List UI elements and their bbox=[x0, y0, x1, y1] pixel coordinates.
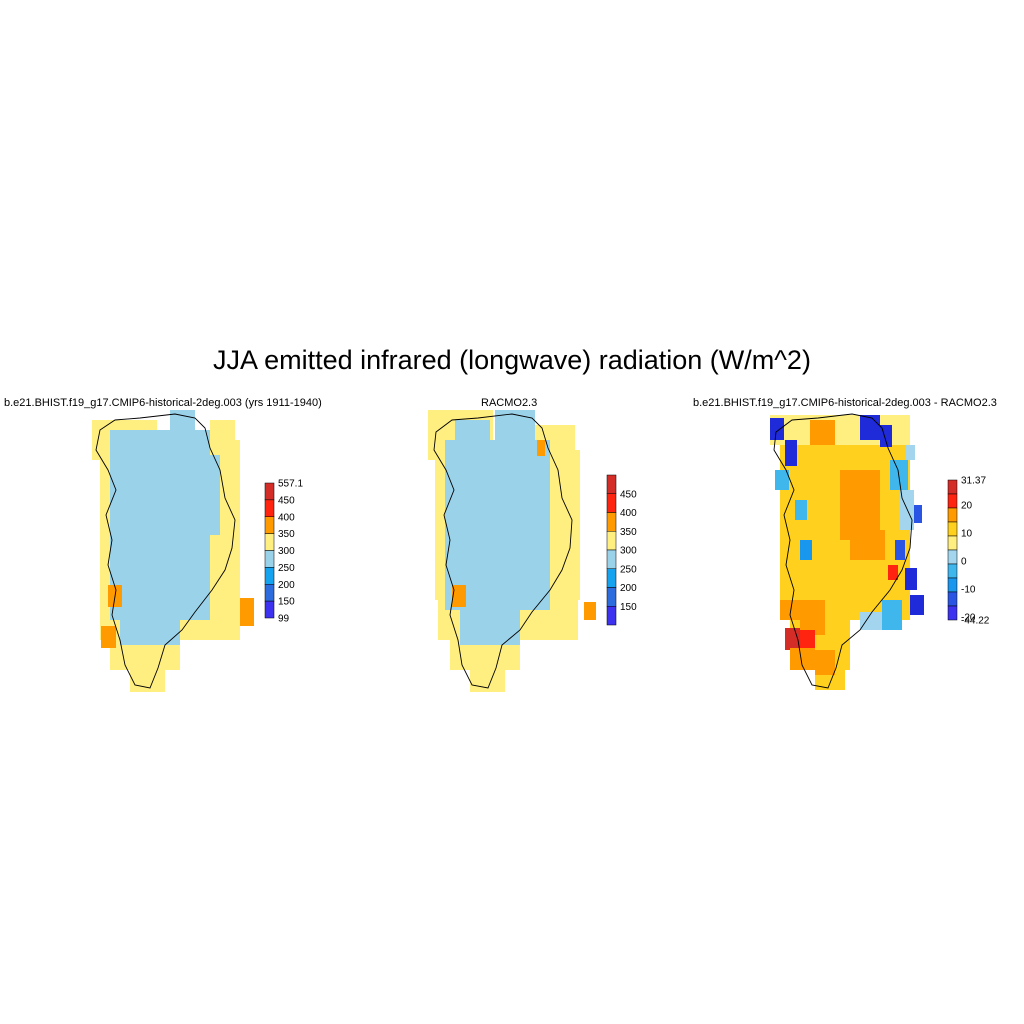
colorbar-label: 200 bbox=[620, 583, 637, 594]
colorbar-box bbox=[606, 531, 617, 551]
colorbar-box bbox=[606, 587, 617, 607]
colorbar-label: 200 bbox=[278, 580, 295, 591]
colorbar-box bbox=[264, 516, 275, 534]
colorbar-label: 300 bbox=[278, 546, 295, 557]
interior-field-model bbox=[110, 410, 220, 645]
panel-title-difference: b.e21.BHIST.f19_g17.CMIP6-historical-2de… bbox=[693, 397, 997, 409]
figure-title: JJA emitted infrared (longwave) radiatio… bbox=[213, 345, 811, 375]
warm-patch-model bbox=[240, 598, 254, 626]
colorbar-box bbox=[947, 605, 958, 621]
colorbar-box bbox=[606, 474, 617, 494]
colorbar-label: 557.1 bbox=[278, 479, 303, 490]
colorbar-label: 450 bbox=[278, 495, 295, 506]
colorbar-label: 20 bbox=[961, 501, 973, 512]
colorbar-box bbox=[264, 567, 275, 585]
map-model bbox=[92, 410, 254, 692]
colorbar-box bbox=[947, 549, 958, 565]
colorbar-box bbox=[606, 568, 617, 588]
colorbar-box bbox=[606, 493, 617, 513]
panel-title-model: b.e21.BHIST.f19_g17.CMIP6-historical-2de… bbox=[4, 397, 322, 409]
colorbar-box bbox=[947, 507, 958, 523]
colorbar-label: 400 bbox=[278, 512, 295, 523]
colorbar-box bbox=[606, 512, 617, 532]
interior-field-racmo bbox=[445, 410, 550, 645]
colorbar-box bbox=[947, 563, 958, 579]
colorbar-box bbox=[264, 499, 275, 517]
colorbar-box bbox=[264, 600, 275, 619]
colorbar-label: 400 bbox=[620, 508, 637, 519]
colorbar-label: 450 bbox=[620, 489, 637, 500]
colorbar-label: 10 bbox=[961, 529, 973, 540]
colorbar-label: 250 bbox=[620, 564, 637, 575]
colorbar-box bbox=[606, 549, 617, 569]
colorbar-box bbox=[264, 584, 275, 602]
coastline-model bbox=[95, 413, 236, 689]
colorbar-label: 300 bbox=[620, 546, 637, 557]
warm-patch-racmo bbox=[537, 440, 545, 456]
colorbar-box bbox=[264, 550, 275, 568]
colorbar-box bbox=[264, 482, 275, 501]
colorbar-box bbox=[947, 493, 958, 509]
colorbar-box bbox=[264, 533, 275, 551]
colorbar-box bbox=[606, 606, 617, 626]
coastline-racmo bbox=[433, 413, 573, 689]
colorbar-label: 150 bbox=[278, 597, 295, 608]
colorbar-label: 350 bbox=[278, 529, 295, 540]
diff-core-warm bbox=[780, 420, 885, 635]
colorbar-label: 250 bbox=[278, 563, 295, 574]
colorbar-label: 350 bbox=[620, 527, 637, 538]
colorbar-label: -10 bbox=[961, 585, 976, 596]
colorbar-difference: 31.37 20 10 0 -10 -20-44.22 bbox=[947, 476, 990, 627]
colorbar-label: 150 bbox=[620, 602, 637, 613]
colorbar-box bbox=[947, 521, 958, 537]
colorbar-model: 557.1 450 400 350 300 250 200 150 99 bbox=[264, 479, 303, 625]
panel-title-racmo: RACMO2.3 bbox=[481, 397, 538, 409]
colorbar-box bbox=[947, 577, 958, 593]
map-difference bbox=[770, 413, 924, 690]
map-racmo bbox=[428, 410, 596, 692]
warm-patch-racmo bbox=[584, 602, 596, 620]
colorbar-label: 0 bbox=[961, 557, 967, 568]
diff-negative-cells bbox=[770, 415, 924, 630]
warm-patch-model bbox=[101, 626, 116, 648]
colorbar-box bbox=[947, 591, 958, 607]
colorbar-label: -20 bbox=[961, 613, 976, 624]
warm-patch-racmo bbox=[452, 585, 466, 607]
colorbar-label: 99 bbox=[278, 614, 290, 625]
coastline-difference bbox=[773, 413, 913, 689]
colorbar-label: 31.37 bbox=[961, 476, 986, 487]
colorbar-box bbox=[947, 479, 958, 495]
colorbar-box bbox=[947, 535, 958, 551]
colorbar-label: -44.22 bbox=[961, 616, 990, 627]
colorbar-racmo: 450 400 350 300 250 200 150 bbox=[606, 474, 637, 626]
